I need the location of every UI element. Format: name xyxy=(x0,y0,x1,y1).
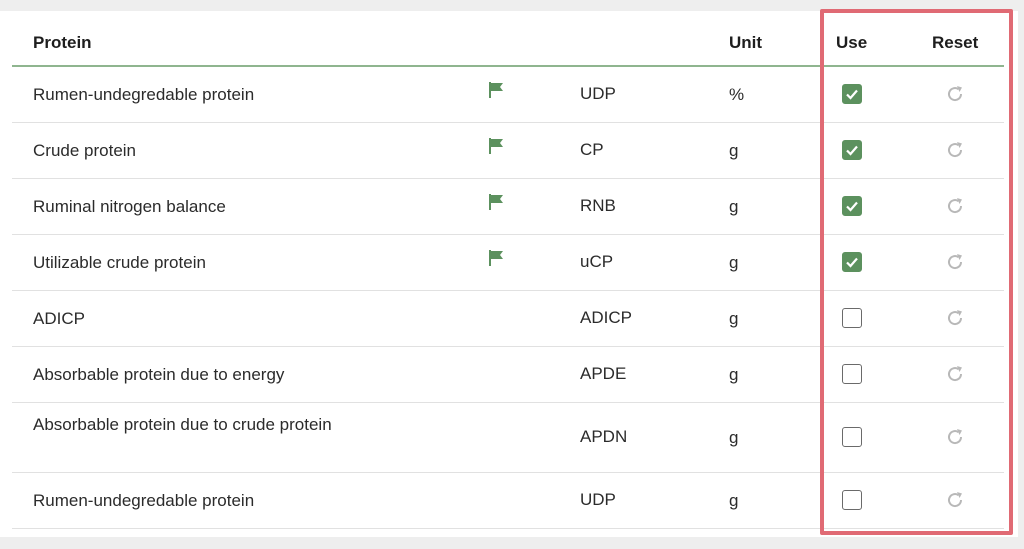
table-row: Ruminal nitrogen balance RNB g xyxy=(12,179,1004,235)
row-unit: g xyxy=(729,364,739,384)
reset-button[interactable] xyxy=(944,426,966,448)
table-row: Absorbable protein due to energy APDE g xyxy=(12,347,1004,403)
row-name: Rumen-undegredable protein xyxy=(33,84,255,104)
row-unit: g xyxy=(729,140,739,160)
row-abbreviation: UDP xyxy=(580,83,616,103)
table-row: ADICP ADICP g xyxy=(12,291,1004,347)
checkmark-icon xyxy=(846,145,858,156)
table-row: Absorbable protein due to crude protein A… xyxy=(12,403,1004,473)
row-abbreviation: uCP xyxy=(580,251,614,271)
use-checkbox[interactable] xyxy=(842,195,862,216)
row-unit: g xyxy=(729,196,739,216)
row-name: Crude protein xyxy=(33,140,137,160)
row-unit: g xyxy=(729,427,739,447)
refresh-icon xyxy=(948,85,963,101)
checkmark-icon xyxy=(846,89,858,100)
flag-icon xyxy=(487,81,505,99)
row-abbreviation: ADICP xyxy=(580,307,632,327)
reset-button[interactable] xyxy=(944,251,966,273)
table-row: Rumen-undegredable protein UDP g xyxy=(12,473,1004,529)
refresh-icon xyxy=(948,197,963,213)
header-reset: Reset xyxy=(932,33,979,52)
header-unit: Unit xyxy=(729,33,763,52)
reset-button[interactable] xyxy=(944,83,966,105)
row-name: Ruminal nitrogen balance xyxy=(33,196,226,216)
row-abbreviation: RNB xyxy=(580,195,616,215)
row-abbreviation: CP xyxy=(580,139,604,159)
table-header: Protein Unit Use Reset xyxy=(12,11,1004,67)
refresh-icon xyxy=(948,141,963,157)
reset-button[interactable] xyxy=(944,363,966,385)
row-name: Absorbable protein due to energy xyxy=(33,364,285,384)
row-name: Absorbable protein due to crude protein xyxy=(33,414,332,434)
flag-icon xyxy=(487,249,505,267)
use-checkbox[interactable] xyxy=(842,426,862,447)
table-row: Crude protein CP g xyxy=(12,123,1004,179)
header-use: Use xyxy=(836,33,868,52)
refresh-icon xyxy=(948,491,963,507)
checkmark-icon xyxy=(846,257,858,268)
use-checkbox[interactable] xyxy=(842,363,862,384)
refresh-icon xyxy=(948,428,963,444)
row-unit: g xyxy=(729,490,739,510)
row-name: Rumen-undegredable protein xyxy=(33,490,255,510)
protein-table: Protein Unit Use Reset Rumen-undegredabl… xyxy=(0,11,1018,537)
checkmark-icon xyxy=(846,201,858,212)
use-checkbox[interactable] xyxy=(842,251,862,272)
reset-button[interactable] xyxy=(944,307,966,329)
refresh-icon xyxy=(948,253,963,269)
refresh-icon xyxy=(948,365,963,381)
table-row: Rumen-undegredable protein UDP% xyxy=(12,67,1004,123)
row-name: ADICP xyxy=(33,308,85,328)
row-name: Utilizable crude protein xyxy=(33,252,206,272)
use-checkbox[interactable] xyxy=(842,83,862,104)
flag-icon xyxy=(487,193,505,211)
row-unit: g xyxy=(729,252,739,272)
row-unit: % xyxy=(729,84,745,104)
refresh-icon xyxy=(948,309,963,325)
use-checkbox[interactable] xyxy=(842,489,862,510)
flag-icon xyxy=(487,137,505,155)
reset-button[interactable] xyxy=(944,139,966,161)
row-unit: g xyxy=(729,308,739,328)
row-abbreviation: APDN xyxy=(580,426,628,446)
header-protein: Protein xyxy=(33,33,92,52)
reset-button[interactable] xyxy=(944,195,966,217)
row-abbreviation: APDE xyxy=(580,363,627,383)
use-checkbox[interactable] xyxy=(842,307,862,328)
reset-button[interactable] xyxy=(944,489,966,511)
table-row: Utilizable crude protein uCP g xyxy=(12,235,1004,291)
row-abbreviation: UDP xyxy=(580,489,616,509)
use-checkbox[interactable] xyxy=(842,139,862,160)
